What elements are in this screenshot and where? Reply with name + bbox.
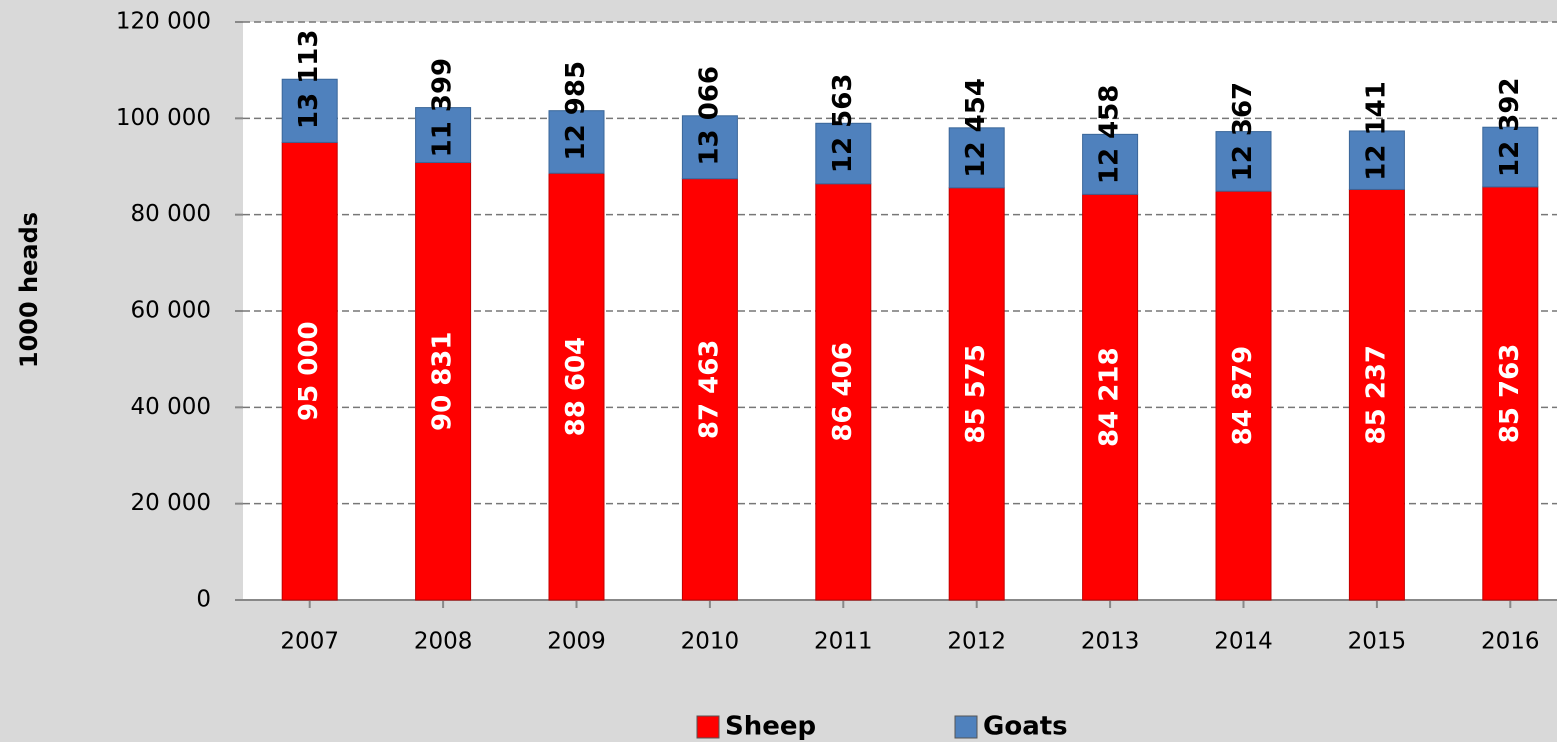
bar-segment [815,183,872,601]
x-tick-label: 2011 [814,629,873,655]
data-label: 12 367 [1228,82,1258,182]
y-tick-label: 60 000 [131,298,211,324]
data-label: 12 454 [961,78,991,178]
bar-segment [1215,190,1272,601]
x-tick-label: 2010 [681,629,740,655]
y-tick-label: 80 000 [131,201,211,227]
bar-segment [548,172,605,601]
data-label: 84 879 [1228,346,1258,446]
bar-segment [415,161,472,601]
legend-label: Sheep [725,712,816,742]
y-tick-label: 0 [196,587,211,613]
legend-swatch [954,715,978,739]
data-label: 95 000 [294,321,324,421]
bar-segment [1348,130,1405,190]
x-tick-label: 2008 [414,629,473,655]
bar-segment [548,110,605,174]
bar-segment [1482,126,1539,188]
bar-segment [1082,193,1139,601]
bar-segment [1348,188,1405,601]
x-tick-label: 2012 [947,629,1006,655]
y-tick-label: 40 000 [131,394,211,420]
x-tick-label: 2016 [1481,629,1540,655]
legend-label: Goats [983,712,1068,742]
bar-segment [948,127,1005,189]
data-label: 88 604 [561,337,591,437]
data-label: 86 406 [828,342,858,442]
data-label: 90 831 [428,331,458,431]
data-label: 12 985 [561,61,591,161]
data-label: 12 458 [1095,85,1125,185]
data-label: 12 141 [1361,81,1391,181]
data-label: 11 399 [428,58,458,158]
data-label: 87 463 [694,340,724,440]
data-label: 12 563 [828,74,858,174]
bar-segment [1082,133,1139,195]
bar-segment [681,115,738,180]
x-tick-label: 2014 [1214,629,1273,655]
data-label: 13 066 [694,66,724,166]
bar-segment [948,187,1005,601]
bar-segment [281,78,338,143]
data-label: 85 763 [1495,344,1525,444]
legend-swatch [696,715,720,739]
data-label: 12 392 [1495,77,1525,177]
y-tick-label: 20 000 [131,490,211,516]
x-tick-label: 2007 [280,629,339,655]
y-tick-label: 100 000 [116,105,211,131]
bar-segment [281,141,338,601]
data-label: 84 218 [1095,347,1125,447]
bar-segment [1482,186,1539,601]
data-label: 13 113 [294,29,324,129]
bar-segment [815,122,872,185]
data-label: 85 575 [961,344,991,444]
bar-segment [1215,131,1272,192]
x-tick-label: 2009 [547,629,606,655]
bar-segment [415,107,472,163]
y-tick-label: 120 000 [116,9,211,35]
x-tick-label: 2015 [1348,629,1407,655]
x-tick-label: 2013 [1081,629,1140,655]
y-axis-label: 1000 heads [15,212,43,368]
data-label: 85 237 [1361,345,1391,445]
